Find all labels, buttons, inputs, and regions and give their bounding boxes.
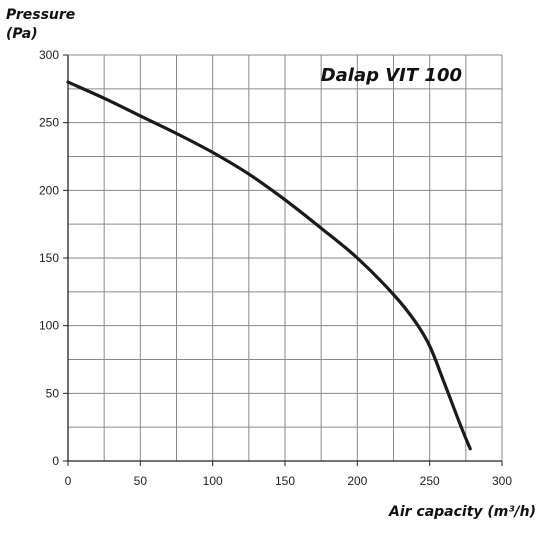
x-tick-label: 300	[492, 474, 512, 488]
y-tick-label: 50	[46, 386, 60, 400]
x-tick-label: 250	[420, 474, 440, 488]
data-point	[103, 97, 105, 100]
x-tick-label: 100	[203, 474, 223, 488]
data-point	[211, 151, 214, 154]
y-tick-label: 0	[52, 454, 59, 468]
data-point	[469, 448, 471, 450]
y-tick-label: 200	[39, 183, 59, 197]
y-axis-label: Pressure	[6, 7, 75, 23]
x-tick-label: 0	[65, 474, 72, 488]
y-tick-label: 300	[39, 48, 59, 62]
data-point	[175, 132, 178, 135]
data-point	[443, 381, 445, 384]
y-axis-unit: (Pa)	[6, 26, 38, 42]
data-point	[67, 81, 69, 83]
data-point	[139, 115, 142, 117]
x-tick-label: 200	[347, 474, 367, 488]
x-axis-label: Air capacity (m³/h)	[388, 504, 536, 520]
x-tick-label: 150	[275, 474, 295, 488]
y-tick-label: 250	[39, 116, 59, 130]
series-layer	[66, 80, 472, 451]
y-tick-label: 100	[39, 319, 59, 333]
data-point	[320, 227, 322, 230]
chart-title: Dalap VIT 100	[321, 65, 462, 86]
y-tick-label: 150	[39, 251, 59, 265]
data-point	[428, 345, 431, 347]
data-point	[356, 257, 359, 259]
data-point	[284, 199, 286, 201]
data-point	[414, 320, 417, 323]
data-point	[457, 419, 460, 422]
data-point	[392, 293, 395, 296]
tick-labels: 0 50 100 150 200 250 300 0 50 100 150 200 250 300	[39, 48, 512, 488]
x-tick-label: 50	[134, 474, 148, 488]
grid	[68, 55, 502, 461]
data-point	[248, 173, 250, 175]
